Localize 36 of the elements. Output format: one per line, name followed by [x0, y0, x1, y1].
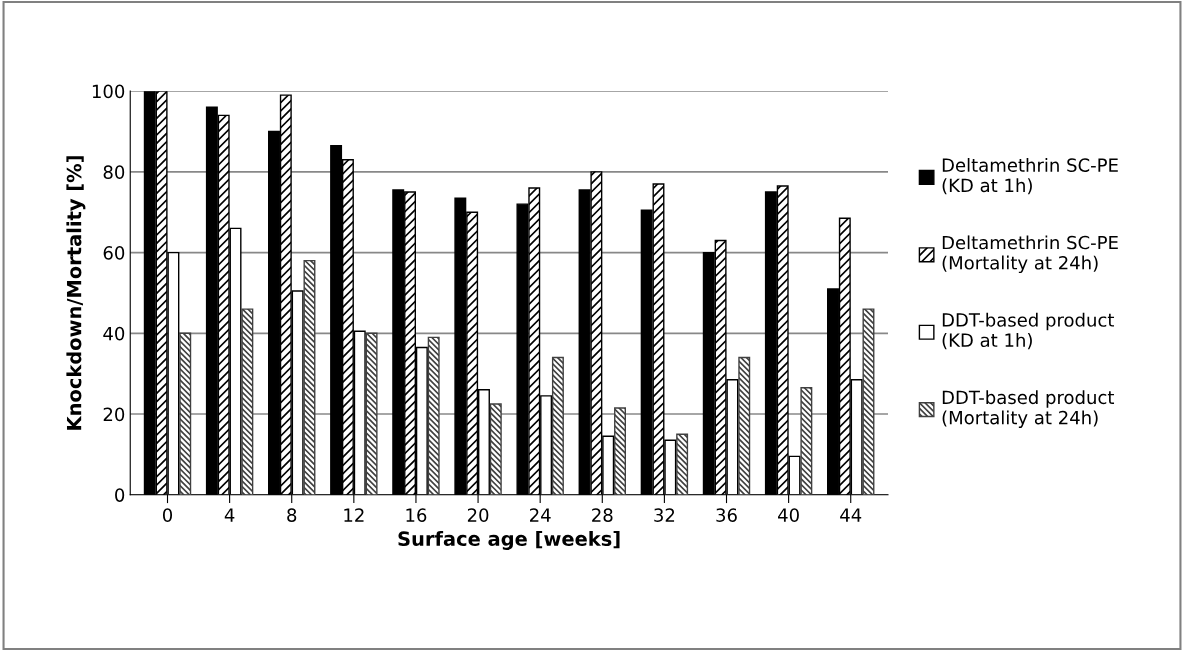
x-tick-label: 36: [716, 508, 737, 522]
y-tick-label: 100: [92, 84, 125, 99]
bar: [800, 387, 813, 495]
y-tick-label: 80: [103, 165, 125, 179]
legend-label: Deltamethrin SC-PE (Mortality at 24h): [942, 235, 1118, 274]
bar: [489, 403, 502, 495]
x-tick-label: 24: [530, 508, 551, 522]
bar: [551, 356, 564, 495]
legend-label: DDT-based product (Mortality at 24h): [942, 390, 1115, 428]
y-tick-label: 20: [103, 407, 125, 422]
legend-label: Deltamethrin SC-PE (KD at 1h): [942, 157, 1118, 195]
bar: [614, 407, 627, 495]
bar: [862, 308, 875, 495]
x-tick-label: 16: [406, 508, 427, 522]
y-tick-label: 0: [115, 488, 125, 502]
x-tick-label: 28: [592, 508, 613, 522]
x-tick-label: 40: [778, 508, 799, 522]
x-tick-label: 0: [162, 508, 173, 522]
legend-label: DDT-based product (KD at 1h): [942, 312, 1115, 350]
x-tick-label: 8: [287, 508, 297, 522]
bar: [427, 336, 440, 495]
bar: [179, 332, 192, 495]
x-tick-label: 44: [840, 508, 862, 522]
y-tick-label: 60: [103, 246, 125, 260]
x-tick-label: 12: [344, 508, 364, 522]
bar: [738, 356, 751, 495]
y-axis-title: Knockdown/Mortality [%]: [66, 156, 86, 430]
bar: [241, 308, 254, 495]
x-tick-label: 4: [224, 508, 235, 522]
bar: [303, 259, 316, 495]
x-tick-label: 20: [467, 508, 489, 522]
bar: [676, 433, 689, 495]
y-tick-label: 40: [103, 326, 125, 341]
x-tick-label: 32: [654, 508, 675, 522]
bar: [365, 332, 378, 495]
x-axis-title: Surface age [weeks]: [398, 530, 620, 550]
